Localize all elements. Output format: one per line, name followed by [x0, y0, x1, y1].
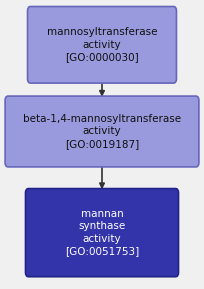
FancyBboxPatch shape	[5, 96, 199, 167]
FancyBboxPatch shape	[28, 6, 176, 83]
Text: beta-1,4-mannosyltransferase
activity
[GO:0019187]: beta-1,4-mannosyltransferase activity [G…	[23, 114, 181, 149]
FancyBboxPatch shape	[26, 188, 178, 277]
Text: mannan
synthase
activity
[GO:0051753]: mannan synthase activity [GO:0051753]	[65, 209, 139, 256]
Text: mannosyltransferase
activity
[GO:0000030]: mannosyltransferase activity [GO:0000030…	[47, 27, 157, 62]
